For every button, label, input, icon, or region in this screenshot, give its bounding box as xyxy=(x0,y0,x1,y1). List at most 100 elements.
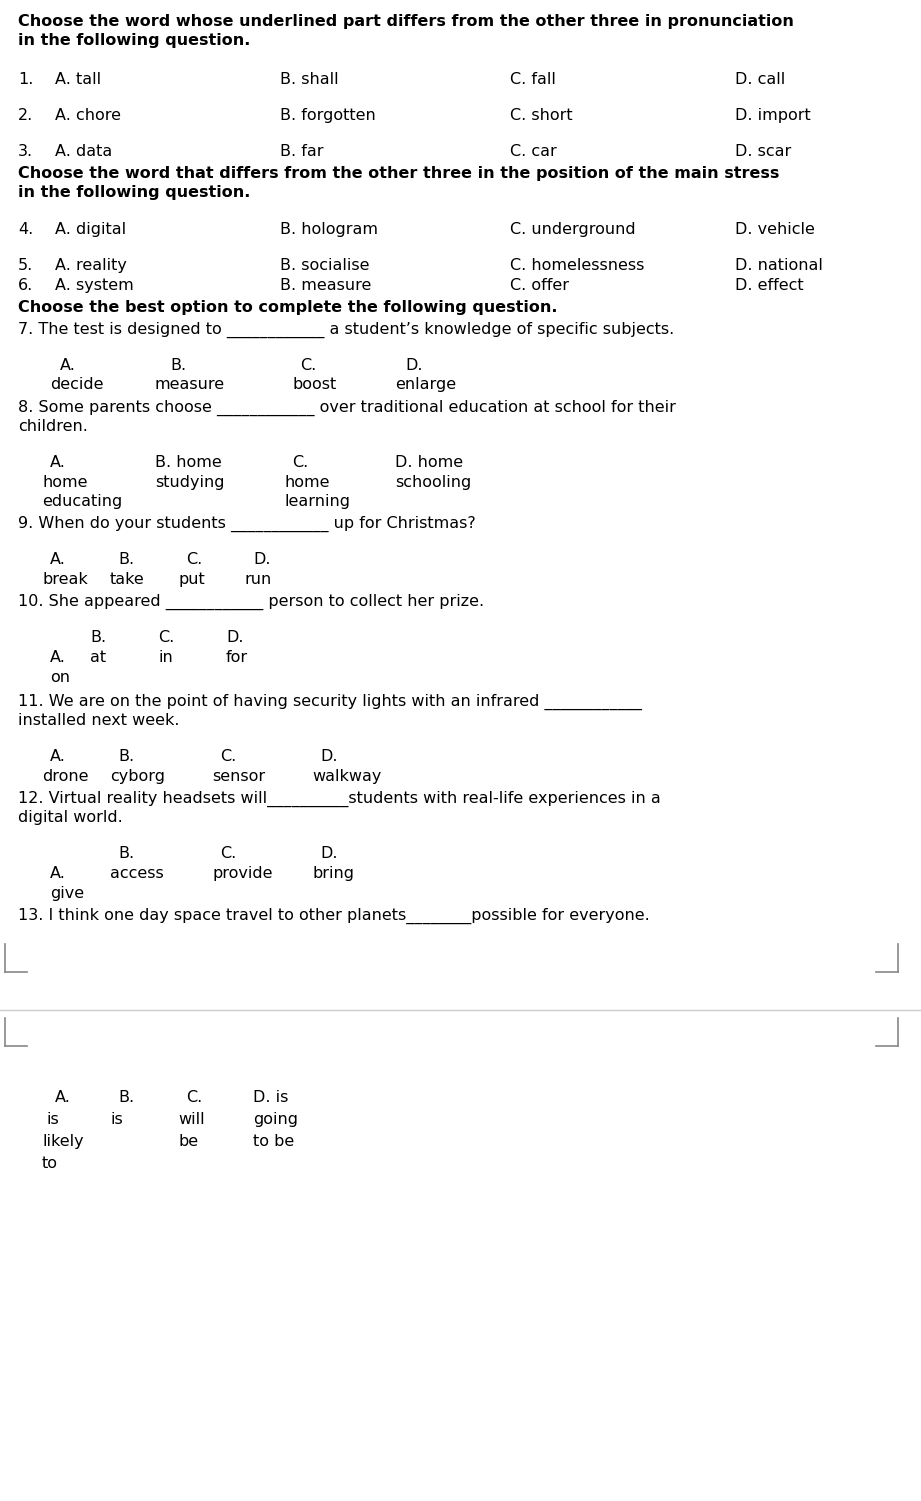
Text: bring: bring xyxy=(312,866,354,881)
Text: D. effect: D. effect xyxy=(735,278,804,293)
Text: sensor: sensor xyxy=(212,769,265,784)
Text: D. is: D. is xyxy=(253,1090,288,1105)
Text: 13. I think one day space travel to other planets________possible for everyone.: 13. I think one day space travel to othe… xyxy=(18,908,649,925)
Text: A. chore: A. chore xyxy=(55,108,121,123)
Text: D. import: D. import xyxy=(735,108,810,123)
Text: A. tall: A. tall xyxy=(55,72,101,87)
Text: A. system: A. system xyxy=(55,278,134,293)
Text: B. hologram: B. hologram xyxy=(280,222,378,237)
Text: studying: studying xyxy=(155,474,225,489)
Text: 4.: 4. xyxy=(18,222,33,237)
Text: C. short: C. short xyxy=(510,108,573,123)
Text: A. data: A. data xyxy=(55,144,112,159)
Text: D.: D. xyxy=(320,749,337,764)
Text: drone: drone xyxy=(42,769,88,784)
Text: schooling: schooling xyxy=(395,474,472,489)
Text: Choose the word that differs from the other three in the position of the main st: Choose the word that differs from the ot… xyxy=(18,167,779,182)
Text: going: going xyxy=(253,1112,298,1127)
Text: B. far: B. far xyxy=(280,144,323,159)
Text: D.: D. xyxy=(320,847,337,862)
Text: C. underground: C. underground xyxy=(510,222,635,237)
Text: C.: C. xyxy=(186,1090,203,1105)
Text: B. socialise: B. socialise xyxy=(280,258,369,273)
Text: A.: A. xyxy=(50,749,66,764)
Text: D. scar: D. scar xyxy=(735,144,791,159)
Text: B. home: B. home xyxy=(155,455,222,470)
Text: C.: C. xyxy=(220,847,237,862)
Text: C.: C. xyxy=(186,552,203,567)
Text: provide: provide xyxy=(212,866,273,881)
Text: A.: A. xyxy=(50,650,66,665)
Text: A.: A. xyxy=(55,1090,71,1105)
Text: to: to xyxy=(42,1156,58,1171)
Text: D. national: D. national xyxy=(735,258,822,273)
Text: C.: C. xyxy=(300,359,316,374)
Text: walkway: walkway xyxy=(312,769,381,784)
Text: 7. The test is designed to ____________ a student’s knowledge of specific subjec: 7. The test is designed to ____________ … xyxy=(18,323,674,338)
Text: is: is xyxy=(47,1112,60,1127)
Text: 9. When do your students ____________ up for Christmas?: 9. When do your students ____________ up… xyxy=(18,516,476,533)
Text: in the following question.: in the following question. xyxy=(18,185,251,200)
Text: is: is xyxy=(110,1112,122,1127)
Text: on: on xyxy=(50,669,70,684)
Text: A.: A. xyxy=(50,455,66,470)
Text: D.: D. xyxy=(405,359,423,374)
Text: 11. We are on the point of having security lights with an infrared ____________: 11. We are on the point of having securi… xyxy=(18,693,642,710)
Text: run: run xyxy=(245,572,273,587)
Text: be: be xyxy=(178,1133,198,1148)
Text: C. car: C. car xyxy=(510,144,557,159)
Text: 3.: 3. xyxy=(18,144,33,159)
Text: A.: A. xyxy=(50,866,66,881)
Text: C. fall: C. fall xyxy=(510,72,556,87)
Text: D. call: D. call xyxy=(735,72,786,87)
Text: B. shall: B. shall xyxy=(280,72,339,87)
Text: 10. She appeared ____________ person to collect her prize.: 10. She appeared ____________ person to … xyxy=(18,594,484,611)
Text: Choose the best option to complete the following question.: Choose the best option to complete the f… xyxy=(18,300,557,315)
Text: C.: C. xyxy=(158,630,174,645)
Text: B.: B. xyxy=(90,630,106,645)
Text: 12. Virtual reality headsets will__________students with real-life experiences i: 12. Virtual reality headsets will_______… xyxy=(18,791,660,808)
Text: 2.: 2. xyxy=(18,108,33,123)
Text: B.: B. xyxy=(118,1090,134,1105)
Text: B.: B. xyxy=(118,552,134,567)
Text: home: home xyxy=(285,474,331,489)
Text: C. offer: C. offer xyxy=(510,278,569,293)
Text: 8. Some parents choose ____________ over traditional education at school for the: 8. Some parents choose ____________ over… xyxy=(18,399,676,416)
Text: will: will xyxy=(178,1112,204,1127)
Text: A. digital: A. digital xyxy=(55,222,126,237)
Text: access: access xyxy=(110,866,164,881)
Text: A. reality: A. reality xyxy=(55,258,127,273)
Text: 5.: 5. xyxy=(18,258,33,273)
Text: children.: children. xyxy=(18,419,87,434)
Text: at: at xyxy=(90,650,106,665)
Text: C.: C. xyxy=(292,455,309,470)
Text: give: give xyxy=(50,886,84,901)
Text: D. vehicle: D. vehicle xyxy=(735,222,815,237)
Text: boost: boost xyxy=(292,377,336,392)
Text: C.: C. xyxy=(220,749,237,764)
Text: break: break xyxy=(42,572,87,587)
Text: B. forgotten: B. forgotten xyxy=(280,108,376,123)
Text: B.: B. xyxy=(118,749,134,764)
Text: installed next week.: installed next week. xyxy=(18,713,180,728)
Text: cyborg: cyborg xyxy=(110,769,165,784)
Text: decide: decide xyxy=(50,377,103,392)
Text: home: home xyxy=(42,474,87,489)
Text: digital world.: digital world. xyxy=(18,811,122,826)
Text: C. homelessness: C. homelessness xyxy=(510,258,645,273)
Text: B.: B. xyxy=(170,359,186,374)
Text: likely: likely xyxy=(42,1133,84,1148)
Text: in the following question.: in the following question. xyxy=(18,33,251,48)
Text: D.: D. xyxy=(226,630,243,645)
Text: B. measure: B. measure xyxy=(280,278,371,293)
Text: A.: A. xyxy=(60,359,76,374)
Text: 6.: 6. xyxy=(18,278,33,293)
Text: D. home: D. home xyxy=(395,455,463,470)
Text: A.: A. xyxy=(50,552,66,567)
Text: to be: to be xyxy=(253,1133,294,1148)
Text: in: in xyxy=(158,650,173,665)
Text: take: take xyxy=(110,572,145,587)
Text: 1.: 1. xyxy=(18,72,33,87)
Text: enlarge: enlarge xyxy=(395,377,456,392)
Text: for: for xyxy=(226,650,248,665)
